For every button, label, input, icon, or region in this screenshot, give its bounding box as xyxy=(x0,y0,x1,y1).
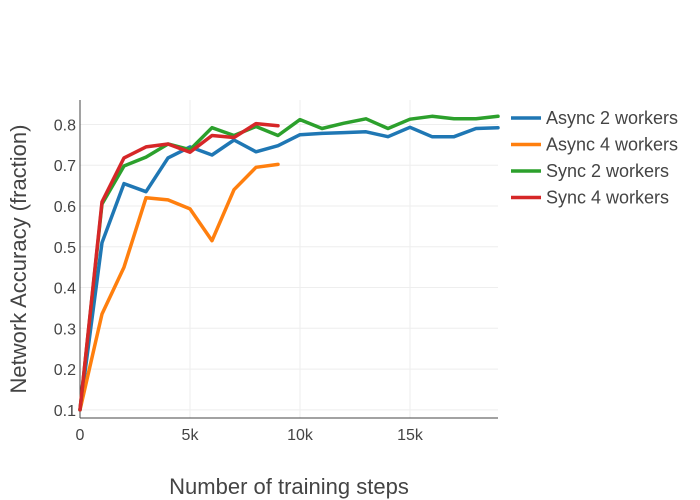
y-tick-label: 0.3 xyxy=(54,321,76,338)
legend-item-sync-4-workers[interactable]: Sync 4 workers xyxy=(511,188,669,208)
legend-label: Sync 4 workers xyxy=(546,188,669,208)
series-line-async-2-workers xyxy=(78,125,500,412)
y-tick-label: 0.2 xyxy=(54,362,76,379)
y-tick-label: 0.1 xyxy=(54,403,76,420)
legend-label: Sync 2 workers xyxy=(546,161,669,181)
y-tick-label: 0.7 xyxy=(54,158,76,175)
legend-item-async-4-workers[interactable]: Async 4 workers xyxy=(511,135,678,155)
y-tick-label: 0.5 xyxy=(54,240,76,257)
legend-label: Async 4 workers xyxy=(546,135,678,155)
series-line-sync-2-workers xyxy=(78,114,500,412)
x-tick-label: 5k xyxy=(182,427,200,444)
series-lines xyxy=(78,114,500,412)
legend-label: Async 2 workers xyxy=(546,108,678,128)
legend[interactable]: Async 2 workers Async 4 workers Sync 2 wor… xyxy=(511,108,678,208)
y-tick-label: 0.8 xyxy=(54,117,76,134)
series-line-async-4-workers xyxy=(78,162,280,412)
legend-item-async-2-workers[interactable]: Async 2 workers xyxy=(511,108,678,128)
y-tick-label: 0.6 xyxy=(54,199,76,216)
x-axis-title: Number of training steps xyxy=(169,474,409,499)
grid-lines xyxy=(80,100,498,418)
x-tick-label: 10k xyxy=(287,427,314,444)
x-tick-label: 15k xyxy=(397,427,424,444)
legend-item-sync-2-workers[interactable]: Sync 2 workers xyxy=(511,161,669,181)
y-tick-labels: 0.1 0.2 0.3 0.4 0.5 0.6 0.7 0.8 xyxy=(54,117,76,419)
x-tick-labels: 0 5k 10k 15k xyxy=(76,427,424,444)
series-line-sync-4-workers xyxy=(78,121,280,412)
x-tick-label: 0 xyxy=(76,427,85,444)
y-axis-title: Network Accuracy (fraction) xyxy=(6,125,31,394)
y-tick-label: 0.4 xyxy=(54,281,76,298)
